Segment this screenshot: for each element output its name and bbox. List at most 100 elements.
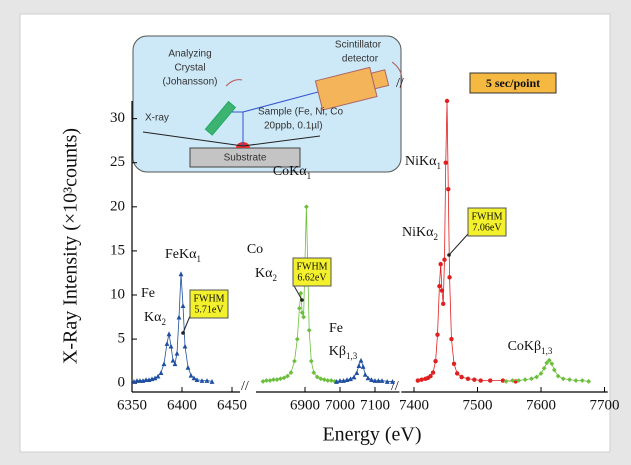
marker <box>384 379 390 384</box>
marker <box>168 343 174 349</box>
marker <box>362 371 368 377</box>
peak-label-sub: 2 <box>272 273 277 283</box>
peak-label: NiKα1 <box>405 154 441 171</box>
break-mark: // <box>396 76 404 91</box>
fwhm-arrowhead <box>300 298 304 302</box>
marker <box>297 305 302 311</box>
marker <box>298 290 304 296</box>
marker <box>529 376 534 382</box>
fwhm-value: 5.71eV <box>194 304 224 315</box>
marker <box>446 186 451 192</box>
marker <box>204 378 210 383</box>
marker <box>341 378 346 383</box>
marker <box>358 357 364 363</box>
peak-label: CoKβ1,3 <box>508 339 553 356</box>
x-tick-label: 6900 <box>290 397 320 413</box>
beam <box>242 135 321 147</box>
marker <box>328 378 334 383</box>
marker <box>516 378 522 383</box>
marker <box>152 375 158 381</box>
marker <box>579 378 585 383</box>
inset: Analyzing Crystal (Johansson) Scintillat… <box>132 35 403 173</box>
marker <box>334 379 339 384</box>
marker <box>311 370 317 375</box>
marker <box>573 378 579 383</box>
marker <box>522 377 528 383</box>
marker <box>538 371 544 376</box>
marker <box>264 378 269 383</box>
marker <box>430 370 436 375</box>
x-tick-label: 7700 <box>590 397 620 413</box>
y-tick-label: 25 <box>110 154 125 170</box>
marker <box>161 361 167 367</box>
marker <box>503 379 509 384</box>
marker <box>182 343 188 349</box>
marker <box>438 261 443 267</box>
marker <box>308 358 314 364</box>
marker <box>433 358 438 364</box>
sample-label: Sample (Fe, Ni, Co <box>258 107 343 118</box>
sample-label: 20ppb, 0.1µl) <box>264 121 323 132</box>
marker <box>281 375 287 381</box>
marker <box>510 378 515 383</box>
fwhm-box <box>467 207 507 237</box>
marker <box>137 378 143 383</box>
marker <box>174 350 180 356</box>
x-tick-label: 6400 <box>167 397 197 413</box>
peak-label: Fe <box>141 286 155 301</box>
marker <box>379 378 385 383</box>
marker <box>447 275 452 280</box>
peak-label: NiKα2 <box>402 225 438 242</box>
break-mark: // <box>241 379 249 394</box>
fwhm-arrow <box>292 283 303 301</box>
peak-label: Fe <box>329 321 343 336</box>
marker <box>541 365 547 371</box>
marker <box>180 303 186 308</box>
fwhm-box <box>189 289 229 319</box>
x-tick-label: 7500 <box>463 397 493 413</box>
marker <box>294 336 300 342</box>
marker <box>444 98 450 104</box>
marker <box>560 376 566 382</box>
marker <box>360 364 366 369</box>
marker <box>292 358 297 364</box>
fwhm-arrow <box>448 233 469 256</box>
peak-label-sub: 1,3 <box>346 351 358 361</box>
marker <box>365 375 371 381</box>
marker <box>544 360 550 366</box>
peak-label: CoKα1 <box>273 164 311 181</box>
marker <box>369 377 374 383</box>
marker <box>546 357 552 363</box>
peak-label-main: NiKα <box>402 225 434 240</box>
marker <box>278 376 283 382</box>
marker <box>348 376 353 382</box>
y-axis-label: X-Ray Intensity (×10³counts) <box>60 128 82 364</box>
crystal-label: Analyzing <box>168 49 211 60</box>
marker <box>354 370 360 375</box>
marker <box>344 377 350 383</box>
break-mark: // <box>391 379 399 394</box>
marker <box>337 378 343 383</box>
marker <box>164 341 170 346</box>
peak-label-sub: 1,3 <box>541 346 553 356</box>
fwhm-value: 6.62eV <box>297 272 327 283</box>
marker <box>166 331 172 337</box>
x-tick-label: 7600 <box>526 397 556 413</box>
marker <box>472 377 477 382</box>
x-axis-label: Energy (eV) <box>322 424 421 446</box>
marker <box>551 367 557 373</box>
y-tick-label: 5 <box>118 331 126 347</box>
marker <box>465 376 471 381</box>
fwhm-arrowhead <box>447 253 451 257</box>
peak-label: Kβ1,3 <box>329 344 358 361</box>
x-tick-label: 7400 <box>399 397 429 413</box>
fwhm-title: FWHM <box>296 261 327 272</box>
peak-label-sub: 1 <box>307 171 312 181</box>
peak-label: FeKα1 <box>165 247 201 264</box>
detector-label: detector <box>342 54 379 65</box>
marker <box>185 364 191 370</box>
marker <box>454 371 460 376</box>
marker <box>274 377 280 383</box>
